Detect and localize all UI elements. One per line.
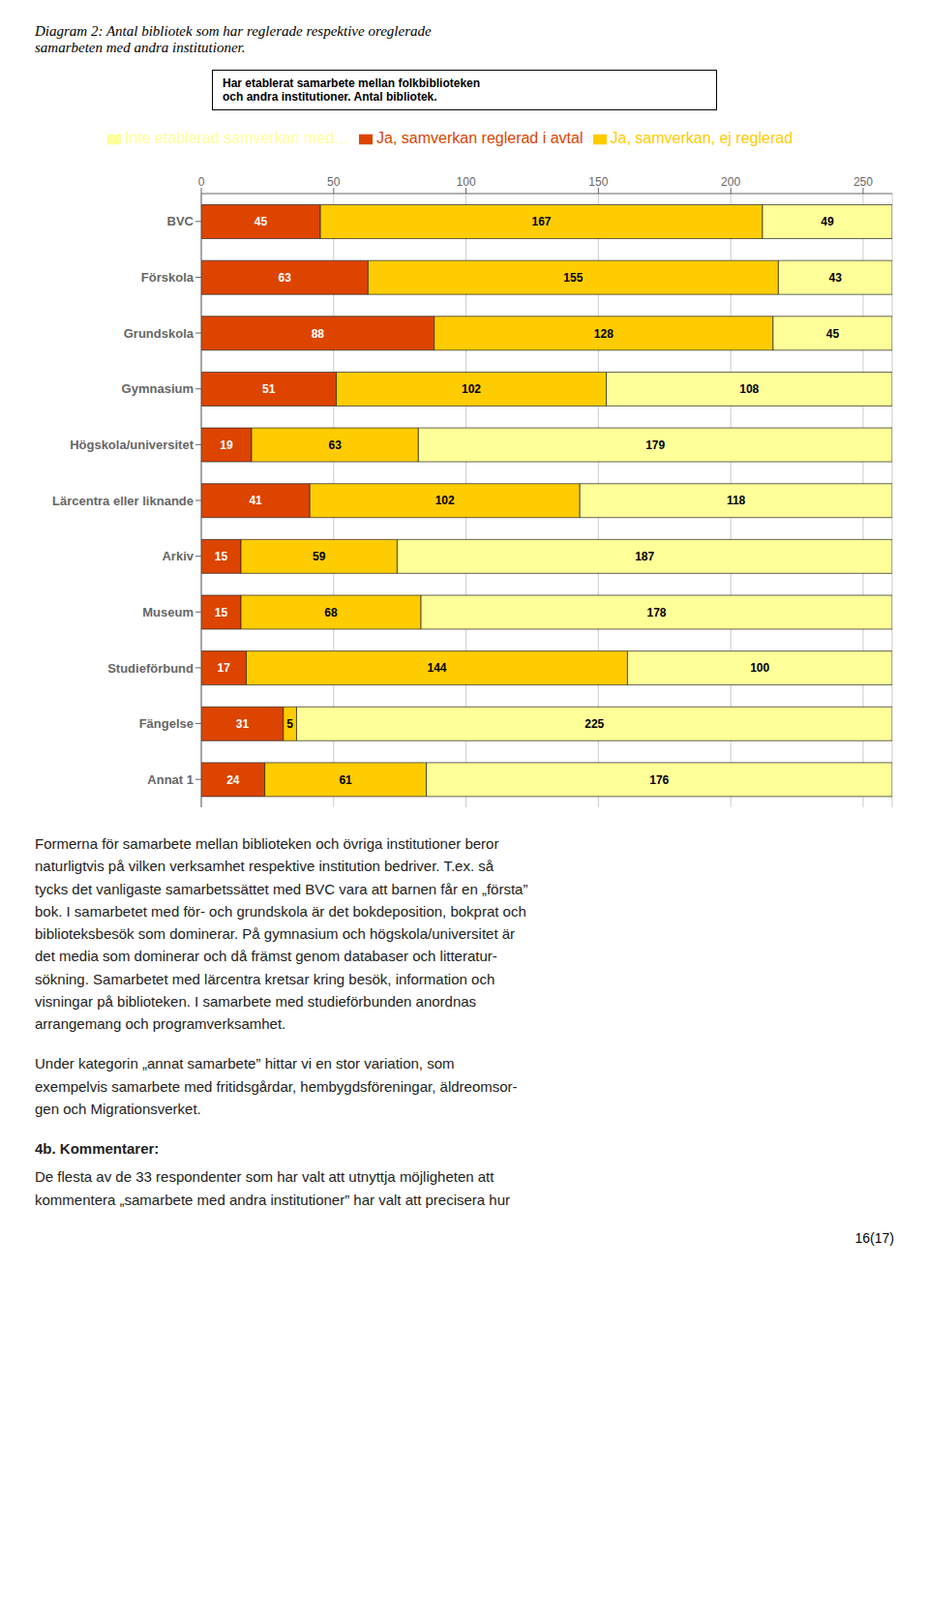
- svg-text:15: 15: [214, 605, 229, 620]
- svg-text:Arkiv: Arkiv: [161, 548, 194, 564]
- html-text:Diagram 2: Antal bibliotek som: Diagram 2: Antal bibliotek som har regle…: [34, 23, 432, 39]
- svg-text:225: 225: [584, 717, 604, 731]
- svg-text:41: 41: [248, 493, 263, 508]
- svg-text:19: 19: [219, 438, 234, 452]
- svg-text:144: 144: [426, 660, 447, 675]
- svg-text:50: 50: [327, 175, 341, 189]
- svg-text:0: 0: [198, 175, 206, 189]
- svg-text:59: 59: [312, 549, 327, 564]
- svg-text:15: 15: [214, 549, 229, 564]
- svg-text:BVC: BVC: [167, 213, 195, 229]
- svg-text:102: 102: [461, 382, 481, 396]
- svg-text:187: 187: [634, 549, 655, 564]
- svg-text:61: 61: [338, 773, 353, 787]
- svg-text:100: 100: [456, 175, 477, 189]
- svg-text:24: 24: [226, 773, 240, 787]
- svg-text:Studieförbund: Studieförbund: [107, 660, 194, 676]
- svg-text:200: 200: [720, 175, 741, 189]
- svg-text:Grundskola: Grundskola: [123, 326, 195, 341]
- svg-text:100: 100: [749, 660, 770, 675]
- svg-text:Lärcentra eller liknande: Lärcentra eller liknande: [52, 493, 194, 509]
- html-text:4b. Kommentarer:: 4b. Kommentarer:: [34, 1139, 160, 1157]
- html-text:Inte etablerad samverkan med…: Inte etablerad samverkan med…: [124, 129, 350, 147]
- svg-text:17: 17: [217, 660, 232, 675]
- svg-text:176: 176: [649, 773, 669, 787]
- svg-text:155: 155: [563, 270, 583, 285]
- svg-text:Högskola/universitet: Högskola/universitet: [69, 437, 195, 452]
- svg-text:150: 150: [588, 175, 608, 189]
- svg-text:102: 102: [435, 493, 455, 508]
- svg-text:51: 51: [262, 382, 276, 396]
- svg-text:Förskola: Förskola: [141, 269, 195, 285]
- svg-text:178: 178: [647, 605, 667, 620]
- svg-text:Annat 1: Annat 1: [147, 772, 194, 787]
- svg-text:63: 63: [277, 270, 292, 285]
- svg-text:128: 128: [594, 327, 614, 341]
- html-text:och andra institutioner. Antal: och andra institutioner. Antal bibliotek…: [222, 89, 438, 104]
- svg-text:5: 5: [286, 717, 294, 731]
- svg-text:43: 43: [829, 270, 843, 285]
- html-text:Ja, samverkan, ej reglerad: Ja, samverkan, ej reglerad: [610, 129, 793, 147]
- html-text:16(17): 16(17): [854, 1229, 895, 1246]
- svg-text:167: 167: [532, 214, 552, 229]
- svg-text:31: 31: [236, 717, 250, 731]
- svg-text:88: 88: [311, 327, 326, 341]
- svg-text:108: 108: [739, 382, 759, 396]
- svg-text:Fängelse: Fängelse: [139, 716, 194, 731]
- html-text:samarbeten med andra instituti: samarbeten med andra institutioner.: [34, 39, 246, 56]
- html-text:Ja, samverkan reglerad i avtal: Ja, samverkan reglerad i avtal: [376, 129, 584, 147]
- html-text:Formerna för samarbete mellan: Formerna för samarbete mellan biblioteke…: [34, 835, 528, 1032]
- svg-text:Museum: Museum: [142, 604, 194, 620]
- svg-text:250: 250: [853, 175, 873, 189]
- svg-text:49: 49: [820, 214, 835, 229]
- svg-text:45: 45: [254, 214, 269, 229]
- svg-text:45: 45: [826, 327, 840, 341]
- svg-text:63: 63: [328, 438, 342, 452]
- svg-text:179: 179: [645, 438, 665, 452]
- svg-text:Gymnasium: Gymnasium: [121, 381, 194, 396]
- html-text:Har etablerat samarbete mellan: Har etablerat samarbete mellan folkbibli…: [222, 76, 481, 90]
- html-text:De flesta av de 33 respondente: De flesta av de 33 respondenter som har …: [34, 1168, 511, 1208]
- html-text:Under kategorin „annat samarbe: Under kategorin „annat samarbete” hittar…: [34, 1055, 518, 1117]
- svg-text:68: 68: [324, 605, 338, 620]
- svg-text:118: 118: [726, 493, 747, 508]
